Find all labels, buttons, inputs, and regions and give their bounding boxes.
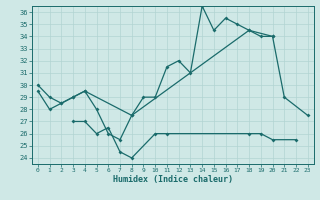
- X-axis label: Humidex (Indice chaleur): Humidex (Indice chaleur): [113, 175, 233, 184]
